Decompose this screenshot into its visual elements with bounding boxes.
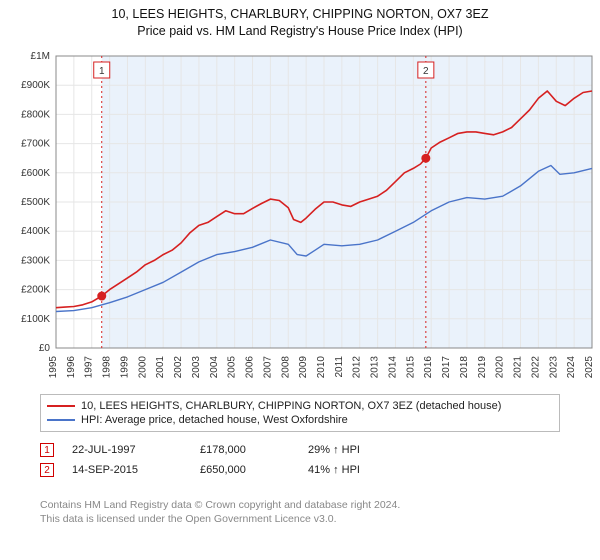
y-tick-label: £700K	[21, 139, 50, 150]
legend-row: 10, LEES HEIGHTS, CHARLBURY, CHIPPING NO…	[47, 399, 553, 413]
x-tick-label: 2018	[459, 356, 470, 379]
transaction-marker: 1	[40, 443, 54, 457]
marker-number: 1	[99, 66, 105, 77]
transaction-pct: 41% ↑ HPI	[308, 464, 418, 476]
footer-line-1: Contains HM Land Registry data © Crown c…	[40, 498, 560, 512]
legend-swatch	[47, 405, 75, 407]
x-tick-label: 2000	[137, 356, 148, 379]
y-tick-label: £400K	[21, 226, 50, 237]
footer: Contains HM Land Registry data © Crown c…	[40, 498, 560, 526]
transaction-marker: 2	[40, 463, 54, 477]
x-tick-label: 2022	[530, 356, 541, 379]
x-tick-label: 1997	[84, 356, 95, 379]
transaction-date: 14-SEP-2015	[72, 464, 182, 476]
title-address: 10, LEES HEIGHTS, CHARLBURY, CHIPPING NO…	[0, 6, 600, 23]
x-tick-label: 2006	[245, 356, 256, 379]
y-tick-label: £900K	[21, 80, 50, 91]
marker-dot	[421, 154, 430, 163]
x-tick-label: 1999	[119, 356, 130, 379]
x-tick-label: 2001	[155, 356, 166, 379]
x-tick-label: 2019	[477, 356, 488, 379]
legend-label: HPI: Average price, detached house, West…	[81, 414, 348, 426]
x-tick-label: 2010	[316, 356, 327, 379]
transaction-date: 22-JUL-1997	[72, 444, 182, 456]
x-tick-label: 2017	[441, 356, 452, 379]
transaction-row: 2 14-SEP-2015 £650,000 41% ↑ HPI	[40, 460, 560, 480]
x-tick-label: 2020	[495, 356, 506, 379]
transaction-price: £650,000	[200, 464, 290, 476]
y-tick-label: £800K	[21, 109, 50, 120]
legend-row: HPI: Average price, detached house, West…	[47, 413, 553, 427]
x-tick-label: 2016	[423, 356, 434, 379]
chart-svg: £0 £100K £200K £300K £400K £500K £600K £700K £80…	[0, 48, 600, 388]
x-tick-label: 1995	[48, 356, 59, 379]
x-tick-label: 2013	[370, 356, 381, 379]
transaction-pct: 29% ↑ HPI	[308, 444, 418, 456]
title-subtitle: Price paid vs. HM Land Registry's House …	[0, 23, 600, 40]
marker-dot	[97, 292, 106, 301]
x-tick-label: 1996	[66, 356, 77, 379]
x-tick-label: 1998	[102, 356, 113, 379]
x-tick-label: 2025	[584, 356, 595, 379]
x-tick-label: 2004	[209, 356, 220, 379]
transaction-price: £178,000	[200, 444, 290, 456]
x-tick-label: 2003	[191, 356, 202, 379]
x-tick-label: 2009	[298, 356, 309, 379]
footer-line-2: This data is licensed under the Open Gov…	[40, 512, 560, 526]
x-tick-label: 2014	[387, 356, 398, 379]
x-tick-label: 2024	[566, 356, 577, 379]
marker-number: 2	[423, 66, 429, 77]
x-tick-label: 2021	[513, 356, 524, 379]
y-tick-label: £500K	[21, 197, 50, 208]
chart: £0 £100K £200K £300K £400K £500K £600K £700K £80…	[0, 48, 600, 388]
x-tick-label: 2002	[173, 356, 184, 379]
transaction-row: 1 22-JUL-1997 £178,000 29% ↑ HPI	[40, 440, 560, 460]
title-block: 10, LEES HEIGHTS, CHARLBURY, CHIPPING NO…	[0, 0, 600, 40]
x-tick-label: 2011	[334, 356, 345, 378]
y-tick-label: £300K	[21, 255, 50, 266]
y-tick-label: £100K	[21, 314, 50, 325]
y-tick-label: £0	[39, 343, 51, 354]
x-tick-label: 2023	[548, 356, 559, 379]
x-tick-label: 2007	[262, 356, 273, 379]
page-root: 10, LEES HEIGHTS, CHARLBURY, CHIPPING NO…	[0, 0, 600, 560]
legend: 10, LEES HEIGHTS, CHARLBURY, CHIPPING NO…	[40, 394, 560, 432]
x-tick-label: 2008	[280, 356, 291, 379]
x-tick-label: 2015	[405, 356, 416, 379]
x-tick-label: 2012	[352, 356, 363, 379]
transactions-table: 1 22-JUL-1997 £178,000 29% ↑ HPI 2 14-SEP-201…	[40, 440, 560, 480]
legend-swatch	[47, 419, 75, 421]
legend-label: 10, LEES HEIGHTS, CHARLBURY, CHIPPING NO…	[81, 400, 501, 412]
y-tick-label: £1M	[31, 51, 50, 62]
y-tick-label: £600K	[21, 168, 50, 179]
x-tick-label: 2005	[227, 356, 238, 379]
y-tick-label: £200K	[21, 285, 50, 296]
